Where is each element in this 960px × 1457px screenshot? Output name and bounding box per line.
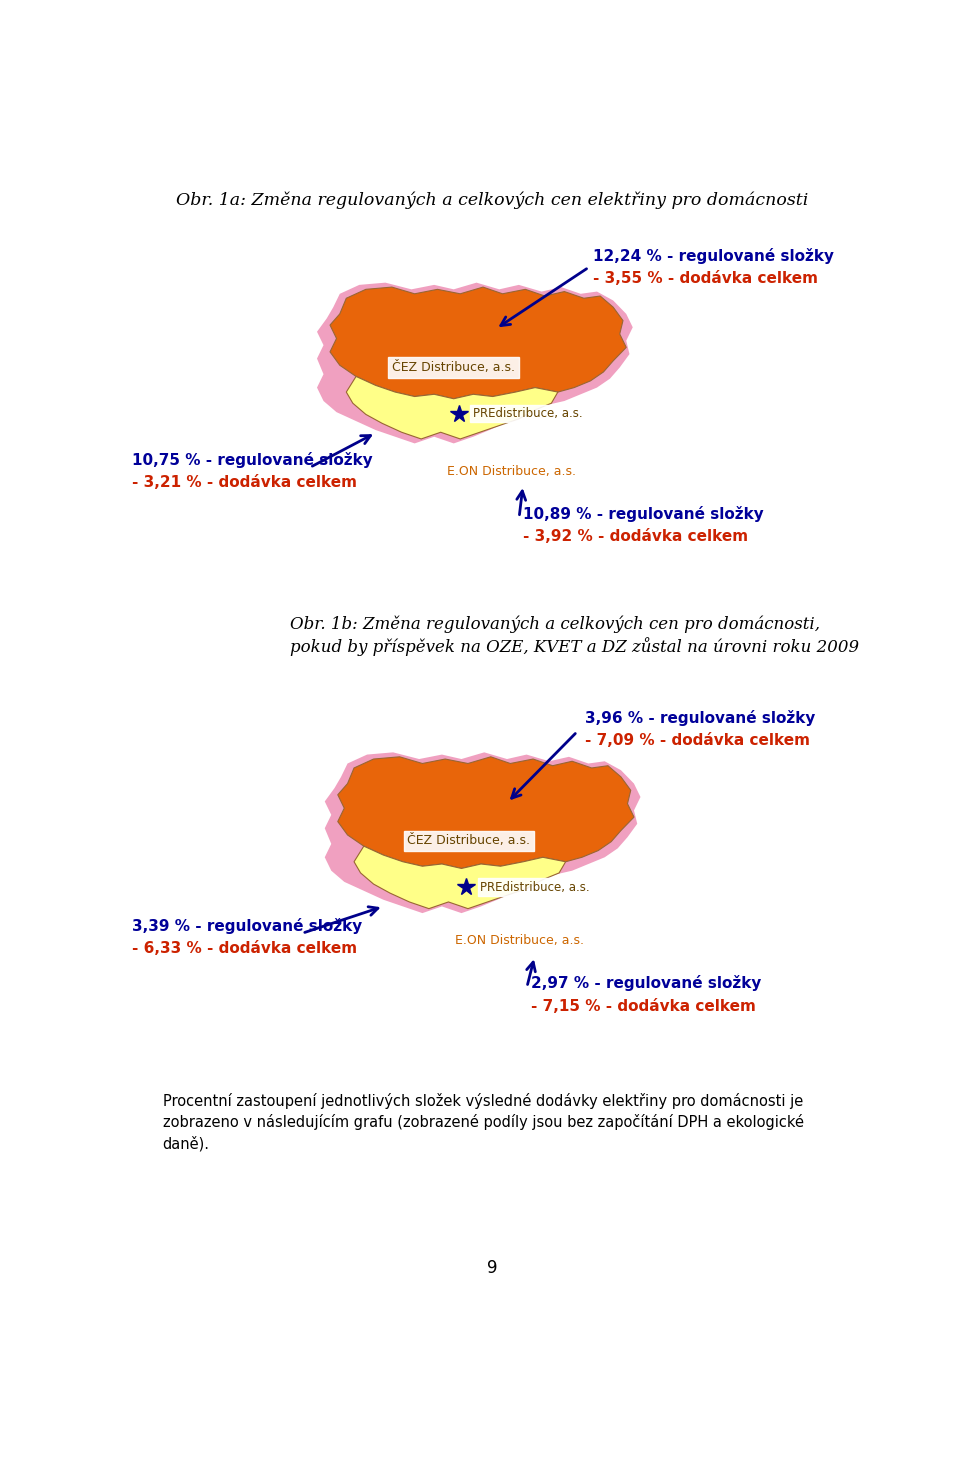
- Text: 12,24 % - regulované složky: 12,24 % - regulované složky: [592, 248, 833, 264]
- Polygon shape: [317, 283, 633, 443]
- Polygon shape: [347, 376, 558, 439]
- Text: pokud by příspěvek na OZE, KVET a DZ zůstal na úrovni roku 2009: pokud by příspěvek na OZE, KVET a DZ zůs…: [291, 637, 859, 656]
- Text: Obr. 1b: Změna regulovaných a celkových cen pro domácnosti,: Obr. 1b: Změna regulovaných a celkových …: [291, 615, 821, 632]
- Polygon shape: [324, 752, 640, 914]
- Polygon shape: [330, 287, 626, 399]
- Text: - 3,55 % - dodávka celkem: - 3,55 % - dodávka celkem: [592, 271, 818, 286]
- Text: - 7,15 % - dodávka celkem: - 7,15 % - dodávka celkem: [531, 1000, 756, 1014]
- Text: zobrazeno v následujícím grafu (zobrazené podíly jsou bez započítání DPH a ekolo: zobrazeno v následujícím grafu (zobrazen…: [162, 1115, 804, 1131]
- Text: - 7,09 % - dodávka celkem: - 7,09 % - dodávka celkem: [585, 733, 810, 749]
- Text: PREdistribuce, a.s.: PREdistribuce, a.s.: [472, 407, 583, 420]
- Text: PREdistribuce, a.s.: PREdistribuce, a.s.: [480, 880, 590, 893]
- Text: Obr. 1a: Změna regulovaných a celkových cen elektřiny pro domácnosti: Obr. 1a: Změna regulovaných a celkových …: [176, 192, 808, 210]
- Text: ČEZ Distribuce, a.s.: ČEZ Distribuce, a.s.: [392, 361, 515, 374]
- Text: Procentní zastoupení jednotlivých složek výsledné dodávky elektřiny pro domácnos: Procentní zastoupení jednotlivých složek…: [162, 1093, 803, 1109]
- Text: 10,75 % - regulované složky: 10,75 % - regulované složky: [132, 452, 372, 468]
- Polygon shape: [338, 756, 634, 868]
- Text: - 3,92 % - dodávka celkem: - 3,92 % - dodávka celkem: [523, 529, 748, 545]
- Text: 3,96 % - regulované složky: 3,96 % - regulované složky: [585, 710, 815, 726]
- Text: 2,97 % - regulované složky: 2,97 % - regulované složky: [531, 975, 761, 991]
- Text: 3,39 % - regulované složky: 3,39 % - regulované složky: [132, 918, 362, 934]
- Text: 10,89 % - regulované složky: 10,89 % - regulované složky: [523, 506, 764, 522]
- Text: ČEZ Distribuce, a.s.: ČEZ Distribuce, a.s.: [407, 835, 530, 848]
- Polygon shape: [354, 847, 565, 909]
- Text: E.ON Distribuce, a.s.: E.ON Distribuce, a.s.: [455, 934, 584, 947]
- Text: 9: 9: [487, 1259, 497, 1278]
- Text: daně).: daně).: [162, 1136, 209, 1151]
- Text: - 3,21 % - dodávka celkem: - 3,21 % - dodávka celkem: [132, 475, 356, 491]
- Text: - 6,33 % - dodávka celkem: - 6,33 % - dodávka celkem: [132, 941, 357, 956]
- Text: E.ON Distribuce, a.s.: E.ON Distribuce, a.s.: [446, 465, 576, 478]
